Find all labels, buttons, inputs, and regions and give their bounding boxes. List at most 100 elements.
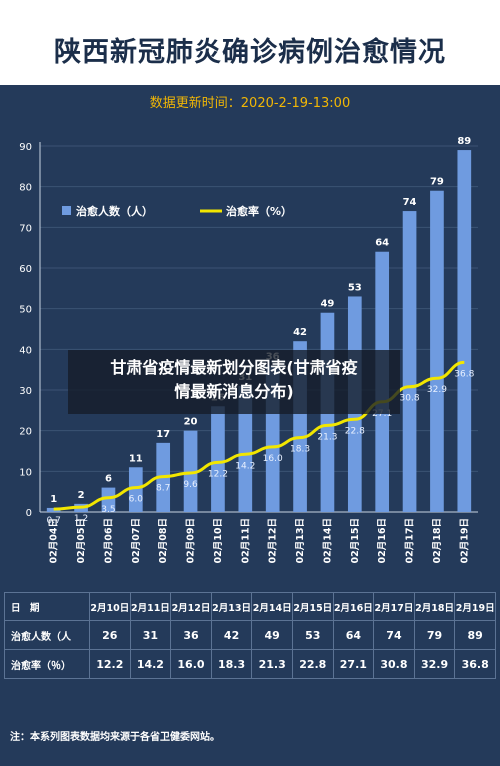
x-tick-label: 02月18日 [432, 518, 443, 563]
table-cell: 89 [454, 620, 496, 650]
table-header-cell: 日 期 [4, 592, 90, 621]
table-header-cell: 2月17日 [373, 592, 415, 621]
bar-value-label: 11 [129, 453, 143, 464]
y-tick-label: 30 [19, 386, 32, 397]
bar-value-label: 42 [293, 327, 307, 338]
table-header-cell: 2月14日 [251, 592, 293, 621]
x-tick-label: 02月07日 [131, 518, 142, 563]
table-cell: 36.8 [454, 649, 496, 679]
table-header-cell: 2月10日 [89, 592, 131, 621]
x-tick-label: 02月12日 [268, 518, 279, 563]
y-tick-label: 60 [19, 264, 32, 275]
data-table: 日 期 2月10日 2月11日 2月12日 2月13日 2月14日 2月15日 2月16日 2月… [4, 592, 496, 679]
table-cell: 32.9 [413, 649, 456, 679]
table-cell: 27.1 [332, 649, 375, 679]
bar [101, 487, 116, 512]
overlay-line-2: 情最新消息分布) [174, 382, 294, 401]
bar-value-label: 64 [375, 238, 389, 249]
table-cell: 36 [170, 620, 212, 650]
table-cell: 74 [373, 620, 415, 650]
x-tick-label: 02月10日 [213, 518, 224, 563]
table-cell: 53 [291, 620, 334, 650]
table-row: 治愈率（％） 12.2 14.2 16.0 18.3 21.3 22.8 27.1 30.8 32… [4, 649, 496, 679]
table-cell: 49 [251, 620, 293, 650]
rate-value-label: 16.0 [263, 454, 283, 464]
x-tick-label: 02月04日 [49, 518, 60, 563]
table-header-cell: 2月11日 [129, 592, 172, 621]
x-tick-label: 02月14日 [322, 518, 333, 563]
y-tick-label: 40 [19, 345, 32, 356]
bar [430, 190, 444, 512]
rate-value-label: 3.5 [101, 505, 115, 515]
table-cell: 治愈率（％） [4, 649, 90, 679]
x-tick-label: 02月16日 [377, 518, 388, 563]
bar-value-label: 49 [320, 299, 334, 310]
x-tick-label: 02月13日 [295, 518, 306, 563]
table-cell: 14.2 [129, 649, 172, 679]
table-cell: 26 [89, 620, 131, 650]
chart-title: 陕西新冠肺炎确诊病例治愈情况 [54, 37, 446, 68]
table-cell: 64 [332, 620, 375, 650]
bar-value-label: 79 [430, 177, 444, 188]
rate-value-label: 22.8 [345, 426, 365, 436]
overlay-banner: 甘肃省疫情最新划分图表(甘肃省疫 情最新消息分布) [68, 350, 400, 414]
legend-bar-swatch [62, 206, 71, 215]
x-tick-label: 02月19日 [459, 518, 470, 563]
table-cell: 12.2 [89, 649, 131, 679]
rate-value-label: 12.2 [208, 469, 228, 479]
rate-value-label: 36.8 [454, 369, 474, 379]
table-cell: 42 [210, 620, 253, 650]
table-cell: 18.3 [210, 649, 253, 679]
bar [457, 150, 472, 513]
rate-value-label: 8.7 [156, 484, 170, 494]
table-cell: 治愈人数（人 [4, 620, 90, 650]
rate-value-label: 6.0 [129, 495, 144, 505]
x-tick-label: 02月11日 [240, 518, 251, 563]
header-banner: 陕西新冠肺炎确诊病例治愈情况 [0, 0, 500, 85]
table-cell: 31 [129, 620, 172, 650]
overlay-line-1: 甘肃省疫情最新划分图表(甘肃省疫 [110, 358, 358, 377]
bar-value-label: 1 [50, 494, 57, 505]
table-header-cell: 2月15日 [291, 592, 334, 621]
bar [238, 385, 253, 512]
table-cell: 22.8 [291, 649, 334, 679]
x-tick-label: 02月05日 [76, 518, 87, 563]
table-row: 治愈人数（人 26 31 36 42 49 53 64 74 79 89 [4, 620, 496, 650]
bar-value-label: 74 [403, 197, 417, 208]
table-header-cell: 2月13日 [210, 592, 253, 621]
rate-value-label: 21.3 [317, 432, 337, 442]
x-tick-label: 02月08日 [158, 518, 169, 563]
rate-value-label: 0.7 [47, 516, 61, 526]
rate-value-label: 30.8 [400, 394, 420, 404]
source-note: 注：本系列图表数据均来源于各省卫健委网站。 [10, 732, 220, 743]
y-tick-label: 80 [19, 183, 32, 194]
update-time: 数据更新时间：2020-2-19-13:00 [149, 96, 351, 111]
bar-value-label: 6 [105, 474, 112, 485]
table-cell: 30.8 [373, 649, 415, 679]
table-cell: 21.3 [251, 649, 293, 679]
bar [402, 211, 417, 513]
table-header-cell: 2月19日 [454, 592, 496, 621]
bar-value-label: 17 [156, 429, 170, 440]
bar-value-label: 89 [457, 136, 471, 147]
table-cell: 79 [413, 620, 456, 650]
table-header-cell: 2月16日 [332, 592, 375, 621]
table-header-cell: 2月18日 [413, 592, 456, 621]
bar-value-label: 20 [184, 417, 198, 428]
legend-bar-label: 治愈人数（人） [76, 204, 153, 218]
y-tick-label: 50 [19, 305, 32, 316]
rate-value-label: 32.9 [427, 385, 447, 395]
table-row: 日 期 2月10日 2月11日 2月12日 2月13日 2月14日 2月15日 2月16日 2月… [4, 592, 496, 621]
rate-value-label: 9.6 [183, 480, 198, 490]
x-tick-label: 02月09日 [186, 518, 197, 563]
bar-value-label: 2 [78, 490, 85, 501]
bar-value-label: 53 [348, 282, 362, 293]
rate-value-label: 1.2 [74, 514, 88, 524]
rate-value-label: 14.2 [235, 461, 255, 471]
y-tick-label: 70 [19, 223, 32, 234]
y-tick-label: 10 [19, 467, 32, 478]
bar [183, 430, 198, 512]
table-header-cell: 2月12日 [170, 592, 212, 621]
rate-value-label: 18.3 [290, 445, 310, 455]
table-cell: 16.0 [170, 649, 212, 679]
